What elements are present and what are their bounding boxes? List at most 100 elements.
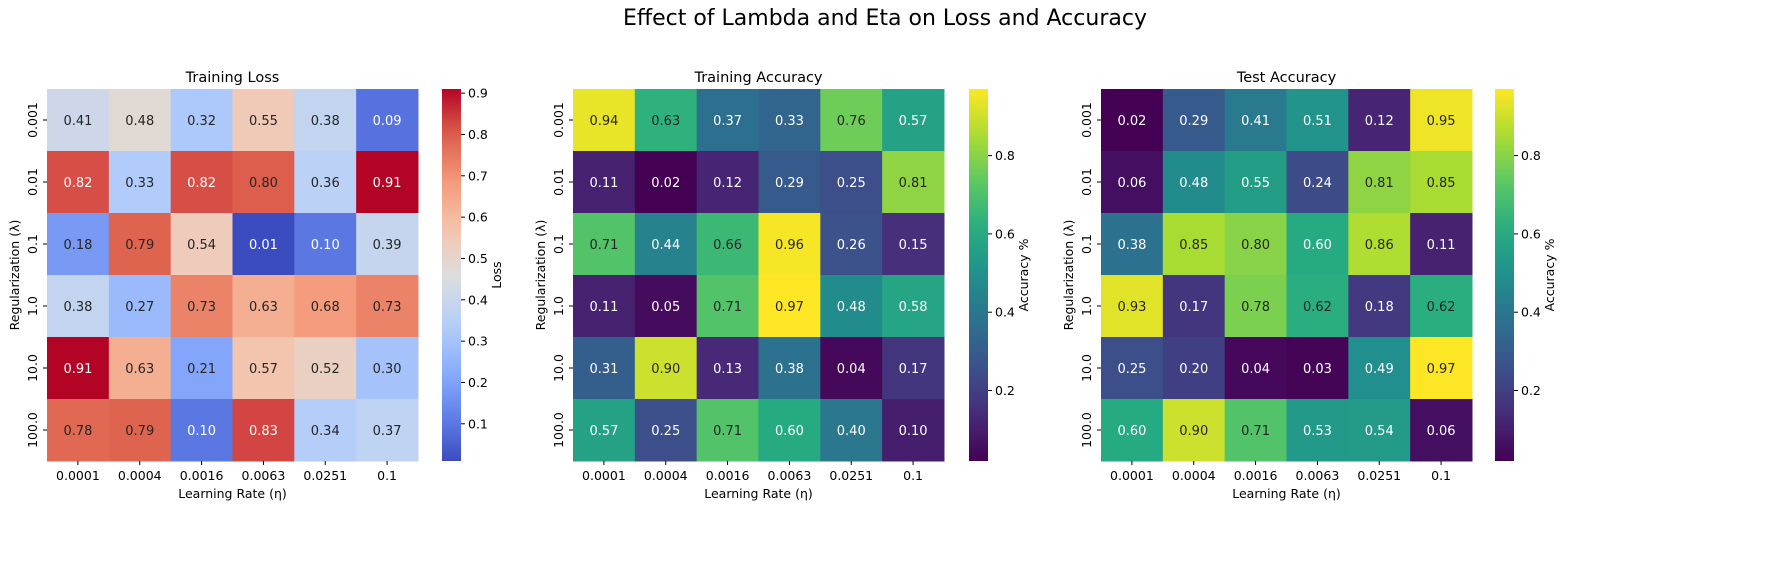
heatmap-cell (696, 337, 759, 400)
heatmap-cell (634, 89, 698, 152)
cell-value-label: 0.04 (837, 362, 866, 377)
heatmap-cell (232, 399, 295, 462)
heatmap-cell (170, 213, 233, 276)
heatmap-cell (1101, 399, 1164, 462)
heatmap-cell (1410, 151, 1473, 214)
heatmap-cell (1162, 275, 1226, 338)
cell-value-label: 0.49 (1365, 362, 1394, 377)
panel-title: Test Accuracy (1236, 70, 1337, 86)
y-tick-label: 100.0 (551, 412, 566, 448)
cell-value-label: 0.33 (125, 176, 154, 191)
cell-value-label: 0.32 (187, 114, 216, 129)
colorbar-tick-label: 0.9 (468, 86, 488, 101)
cell-value-label: 0.60 (1117, 424, 1146, 439)
heatmap-cell (1410, 275, 1473, 338)
cell-value-label: 0.57 (899, 114, 928, 129)
x-tick-label: 0.0004 (118, 468, 162, 483)
heatmap-cell (1224, 89, 1287, 152)
heatmap-cell (294, 89, 357, 152)
heatmap-cell (820, 337, 883, 400)
heatmap-cell (1348, 213, 1411, 276)
cell-value-label: 0.80 (1241, 238, 1270, 253)
cell-value-label: 0.91 (373, 176, 402, 191)
y-tick-label: 0.1 (1079, 234, 1094, 254)
colorbar-tick-label: 0.2 (1521, 383, 1541, 398)
x-tick-label: 0.0063 (1296, 468, 1340, 483)
cell-value-label: 0.25 (1117, 362, 1146, 377)
colorbar (442, 89, 461, 461)
heatmap-cell (108, 151, 172, 214)
heatmap-cell (1348, 337, 1411, 400)
cell-value-label: 0.10 (187, 424, 216, 439)
y-axis-label: Regularization (λ) (1061, 220, 1076, 331)
cell-value-label: 0.71 (1241, 424, 1270, 439)
heatmap-cell (1162, 337, 1226, 400)
x-tick-label: 0.1 (377, 468, 397, 483)
x-axis-label: Learning Rate (η) (704, 486, 813, 501)
y-tick-label: 1.0 (25, 296, 40, 316)
y-tick-label: 10.0 (25, 354, 40, 382)
cell-value-label: 0.29 (1179, 114, 1208, 129)
cell-value-label: 0.79 (125, 238, 154, 253)
cell-value-label: 0.97 (775, 300, 804, 315)
heatmap-cell (170, 337, 233, 400)
cell-value-label: 0.71 (713, 424, 742, 439)
cell-value-label: 0.38 (775, 362, 804, 377)
cell-value-label: 0.29 (775, 176, 804, 191)
heatmap-cell (232, 337, 295, 400)
heatmap-cell (1410, 399, 1473, 462)
heatmap-cell (820, 213, 883, 276)
cell-value-label: 0.57 (589, 424, 618, 439)
heatmap-cell (232, 151, 295, 214)
heatmap-cell (356, 275, 419, 338)
heatmap-cell (1286, 275, 1349, 338)
heatmap-cell (232, 275, 295, 338)
heatmap-cell (634, 213, 698, 276)
colorbar-tick-label: 0.4 (468, 292, 488, 307)
cell-value-label: 0.60 (1303, 238, 1332, 253)
heatmap-cell (1348, 399, 1411, 462)
x-tick-label: 0.0001 (1110, 468, 1154, 483)
cell-value-label: 0.97 (1427, 362, 1456, 377)
heatmap-panel-2: 0.94 0.63 0.37 0.33 0.76 0.57 0.11 0.02 0.12 0.29… (533, 70, 1031, 501)
cell-value-label: 0.82 (63, 176, 92, 191)
y-tick-label: 0.01 (1079, 168, 1094, 196)
cell-value-label: 0.27 (125, 300, 154, 315)
heatmap-cell (573, 399, 636, 462)
colorbar-tick-label: 0.4 (1521, 305, 1541, 320)
cell-value-label: 0.91 (63, 362, 92, 377)
y-tick-label: 10.0 (1079, 354, 1094, 382)
heatmap-cell (1286, 89, 1349, 152)
heatmap-cell (882, 275, 945, 338)
cell-value-label: 0.81 (899, 176, 928, 191)
heatmap-cell (634, 275, 698, 338)
colorbar-label: Loss (489, 261, 504, 288)
heatmap-cell (170, 151, 233, 214)
cell-value-label: 0.31 (589, 362, 618, 377)
cell-value-label: 0.51 (1303, 114, 1332, 129)
cell-value-label: 0.82 (187, 176, 216, 191)
heatmap-cell (1410, 337, 1473, 400)
heatmap-panel-1: 0.41 0.48 0.32 0.55 0.38 0.090.82 0.33 0.82 0.80… (7, 70, 504, 501)
heatmap-cell (1224, 213, 1287, 276)
cell-value-label: 0.76 (837, 114, 866, 129)
cell-value-label: 0.15 (899, 238, 928, 253)
heatmap-cell (573, 151, 636, 214)
heatmap-cell (882, 399, 945, 462)
cell-value-label: 0.53 (1303, 424, 1332, 439)
heatmap-cell (820, 275, 883, 338)
cell-value-label: 0.95 (1427, 114, 1456, 129)
heatmap-cell (634, 151, 698, 214)
cell-value-label: 0.73 (373, 300, 402, 315)
cell-value-label: 0.36 (311, 176, 340, 191)
cell-value-label: 0.78 (63, 424, 92, 439)
heatmap-cell (232, 213, 295, 276)
cell-value-label: 0.38 (1117, 238, 1146, 253)
x-tick-label: 0.0004 (1172, 468, 1216, 483)
cell-value-label: 0.55 (1241, 176, 1270, 191)
heatmap-cell (696, 213, 759, 276)
cell-value-label: 0.10 (899, 424, 928, 439)
cell-value-label: 0.81 (1365, 176, 1394, 191)
heatmap-cell (1410, 213, 1473, 276)
